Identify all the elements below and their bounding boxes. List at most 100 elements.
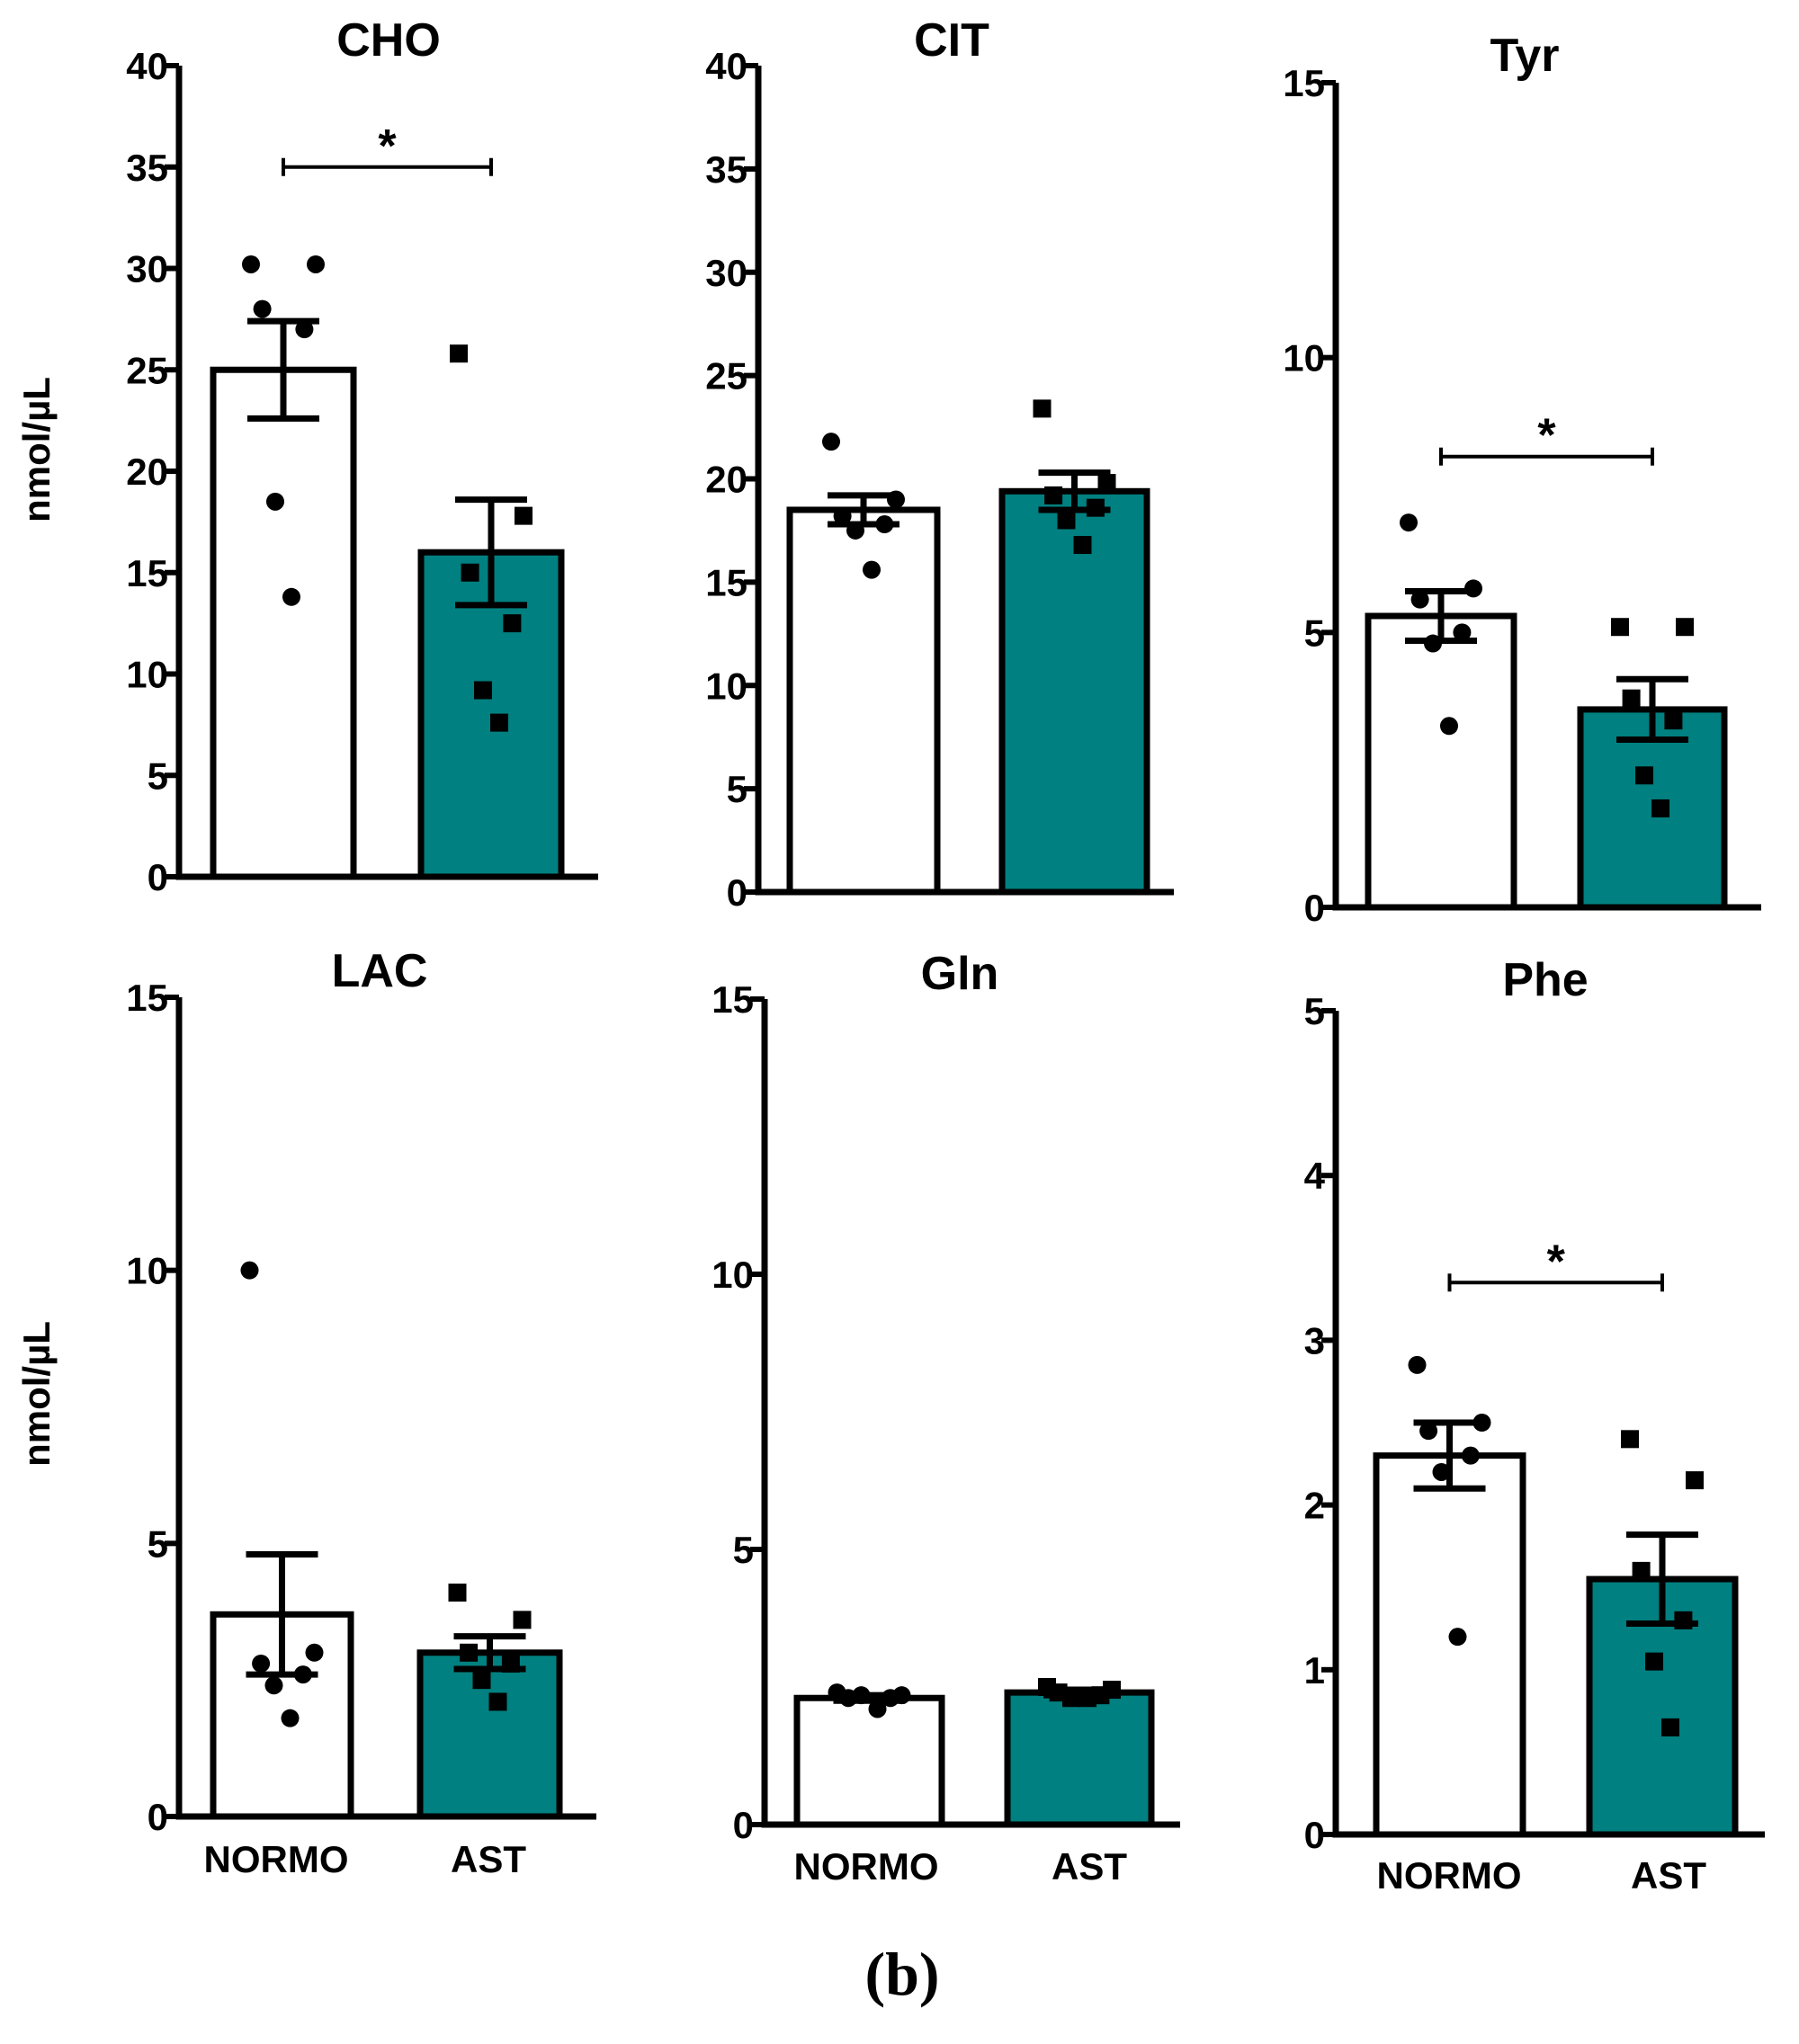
y-tick-label: 25 (705, 355, 747, 397)
panel-title: Gln (921, 948, 999, 1000)
data-point-ast (515, 506, 533, 525)
y-tick-label: 10 (705, 665, 747, 707)
y-tick-label: 30 (705, 252, 747, 294)
data-point-normo (307, 254, 325, 273)
y-tick-label: 35 (705, 148, 747, 191)
bar-ast (1004, 1689, 1155, 1828)
data-point-ast (1097, 474, 1116, 493)
panel-phe: Phe 0 1 2 3 4 5 * NORMO AST (1304, 954, 1765, 1897)
bar-normo (1373, 1452, 1526, 1838)
data-point-normo (295, 320, 314, 339)
data-point-normo (266, 492, 284, 511)
y-tick-label: 0 (148, 856, 168, 898)
data-point-normo (252, 1654, 271, 1673)
data-point-ast (1645, 1652, 1663, 1671)
y-tick-label: 10 (126, 1250, 168, 1292)
data-point-normo (240, 1261, 259, 1280)
y-tick-label: 4 (1304, 1155, 1326, 1197)
data-point-normo (1410, 590, 1429, 609)
category-label-normo: NORMO (1377, 1854, 1522, 1897)
y-tick-label: 20 (126, 451, 168, 493)
y-tick-label: 10 (126, 654, 168, 696)
significance-star: * (1547, 1236, 1566, 1288)
panels: CHO0510152025303540*nmol/µLCIT0510152025… (15, 14, 1765, 1897)
y-tick-label: 35 (126, 147, 168, 189)
data-point-normo (253, 299, 272, 318)
figure-label: (b) (864, 1940, 939, 2008)
y-tick-label: 0 (727, 871, 747, 914)
data-point-normo (1424, 634, 1442, 653)
y-tick-label: 15 (712, 978, 754, 1021)
y-tick-label: 10 (1283, 337, 1325, 379)
bar-normo (210, 366, 357, 880)
data-point-ast (501, 1654, 520, 1673)
data-point-normo (868, 1700, 887, 1718)
data-point-ast (1611, 618, 1629, 637)
data-point-normo (242, 254, 260, 273)
data-point-normo (887, 490, 905, 509)
data-point-normo (852, 1686, 871, 1705)
y-tick-label: 5 (148, 1522, 168, 1565)
data-point-ast (461, 563, 479, 582)
category-label-ast: AST (1631, 1854, 1706, 1897)
panel-gln: Gln 0 5 10 15 NORMO AST (712, 948, 1180, 1888)
bar-ast (998, 487, 1150, 896)
category-label-ast: AST (1052, 1845, 1127, 1888)
panel-cho: CHO 0 5 10 15 20 25 30 35 40 * nmol/µL (15, 14, 598, 898)
data-point-normo (264, 1676, 283, 1695)
panel-cit: CIT 0 5 10 15 20 25 30 35 40 (705, 14, 1174, 914)
data-point-ast (472, 1671, 491, 1690)
panel-title: LAC (332, 945, 428, 997)
data-point-ast (1079, 1689, 1096, 1708)
data-point-ast (450, 344, 468, 363)
data-point-ast (1086, 498, 1105, 517)
y-tick-label: 30 (126, 248, 168, 290)
data-point-normo (875, 515, 894, 534)
y-tick-label: 5 (727, 768, 747, 810)
y-tick-label: 40 (705, 45, 747, 87)
bar-normo (1365, 612, 1517, 911)
data-point-ast (1073, 536, 1092, 555)
data-point-normo (293, 1665, 312, 1684)
y-tick-label: 5 (148, 754, 168, 797)
data-point-ast (1676, 618, 1694, 637)
y-tick-label: 0 (1304, 1814, 1325, 1856)
bar-normo (793, 1694, 945, 1828)
y-tick-label: 15 (126, 977, 168, 1019)
data-point-ast (460, 1643, 479, 1662)
y-tick-label: 15 (705, 561, 747, 603)
data-point-normo (1464, 579, 1482, 598)
data-point-ast (503, 614, 522, 633)
significance-star: * (378, 120, 397, 173)
category-label-normo: NORMO (794, 1845, 939, 1888)
panel-title: Tyr (1490, 30, 1559, 82)
data-point-ast (490, 713, 508, 732)
data-point-normo (822, 433, 840, 451)
y-tick-label: 40 (126, 45, 168, 87)
data-point-normo (305, 1643, 324, 1662)
panel-title: Phe (1502, 954, 1588, 1006)
data-point-normo (1432, 1462, 1451, 1481)
data-point-normo (833, 506, 852, 525)
data-point-ast (1632, 1561, 1651, 1580)
data-point-normo (1419, 1422, 1438, 1441)
y-tick-label: 2 (1304, 1485, 1325, 1527)
y-tick-label: 5 (1304, 611, 1325, 654)
data-point-ast (1674, 1611, 1693, 1629)
data-point-normo (1472, 1414, 1491, 1432)
category-label-normo: NORMO (204, 1838, 349, 1880)
data-point-ast (1622, 689, 1641, 708)
significance-star: * (1537, 410, 1556, 462)
data-point-ast (1661, 1718, 1679, 1736)
data-point-ast (1651, 799, 1669, 817)
y-tick-label: 15 (126, 552, 168, 594)
y-axis-label: nmol/µL (15, 377, 58, 522)
data-point-normo (282, 587, 300, 606)
category-label-ast: AST (451, 1838, 526, 1880)
data-point-ast (513, 1611, 532, 1629)
data-point-ast (1621, 1430, 1639, 1449)
y-axis-label: nmol/µL (15, 1321, 58, 1467)
y-tick-label: 10 (712, 1254, 754, 1296)
data-point-normo (846, 521, 864, 540)
